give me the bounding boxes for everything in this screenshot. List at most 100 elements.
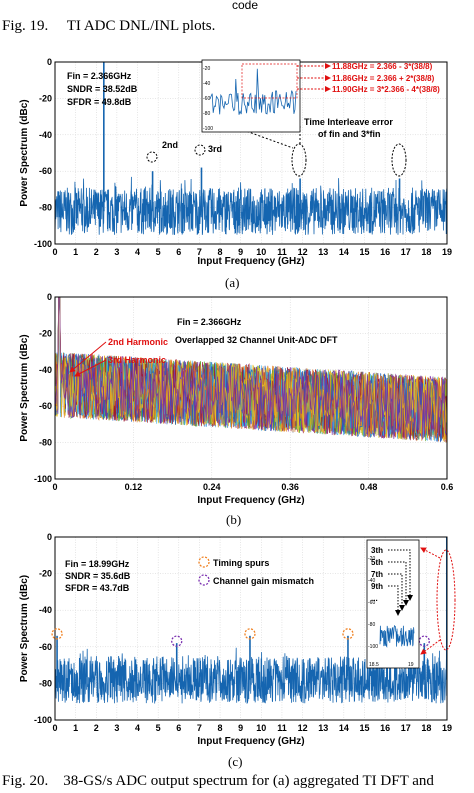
plot-frame [54, 296, 448, 480]
c-legend-timing-marker [198, 556, 210, 568]
ytick-label: -60 [39, 642, 52, 652]
timing-spur-marker [244, 628, 256, 640]
xtick-label: 8 [218, 247, 223, 257]
ytick-label: 0 [47, 532, 52, 542]
xtick-label: 0.48 [360, 482, 378, 492]
svg-text:19: 19 [408, 662, 414, 668]
ytick-label: -60 [39, 401, 52, 411]
channel-trace [55, 297, 447, 443]
b-fin: Fin = 2.366GHz [177, 317, 242, 327]
a-stat-fin: Fin = 2.366GHz [67, 71, 132, 81]
c-legend-gain: Channel gain mismatch [213, 576, 314, 586]
c-inset-label-9: 9th [371, 582, 383, 591]
c-inset-label-dots: ... [371, 594, 378, 603]
a-inset-trace [209, 68, 297, 115]
xtick-label: 15 [359, 723, 369, 733]
xtick-label: 0.6 [441, 482, 454, 492]
ytick-label: 0 [47, 292, 52, 302]
xtick-label: 11 [277, 723, 287, 733]
x-axis-label: Input Frequency (GHz) [197, 736, 304, 747]
a-eq3: 11.90GHz = 3*2.366 - 4*(38/8) [332, 85, 440, 94]
svg-text:-40: -40 [203, 81, 210, 87]
svg-text:18.5: 18.5 [369, 662, 379, 668]
xtick-label: 2 [94, 247, 99, 257]
xtick-label: 7 [197, 723, 202, 733]
fig19-caption: Fig. 19. TI ADC DNL/INL plots. [2, 18, 216, 34]
timing-spur-marker [342, 628, 354, 640]
ytick-label: -80 [39, 203, 52, 213]
a-eq2: 11.86GHz = 2.366 + 2*(38/8) [332, 74, 435, 83]
panel-b-sublabel: (b) [226, 512, 242, 527]
svg-text:-40: -40 [368, 578, 375, 584]
ytick-label: -40 [39, 130, 52, 140]
a-stat-sfdr: SFDR = 49.8dB [67, 97, 132, 107]
xtick-label: 4 [135, 723, 140, 733]
xtick-label: 18 [421, 723, 431, 733]
c-legend-timing: Timing spurs [213, 558, 269, 568]
xtick-label: 0.12 [125, 482, 143, 492]
xtick-label: 0.36 [281, 482, 299, 492]
c-inset-trace [379, 625, 415, 648]
svg-text:-80: -80 [203, 111, 210, 117]
ytick-label: -80 [39, 438, 52, 448]
xtick-label: 5 [156, 723, 161, 733]
ytick-label: -100 [34, 474, 52, 484]
xtick-label: 14 [339, 247, 349, 257]
c-stat-fin: Fin = 18.99GHz [65, 559, 130, 569]
c-inset-label-3: 3th [371, 546, 383, 555]
a-harm2-label: 2nd [162, 140, 178, 150]
a-ti-error-marker-2 [391, 143, 407, 177]
ytick-label: -100 [34, 715, 52, 725]
x-axis-label: Input Frequency (GHz) [197, 495, 304, 506]
ytick-label: -20 [39, 569, 52, 579]
a-harm2-marker [146, 151, 158, 163]
ytick-label: -100 [34, 239, 52, 249]
panel-c-sublabel: (c) [228, 754, 243, 769]
svg-text:-20: -20 [203, 66, 210, 72]
plot-frame [54, 536, 448, 721]
xtick-label: 8 [218, 723, 223, 733]
spectrum-trace [55, 176, 447, 235]
xtick-label: 11 [277, 247, 287, 257]
xtick-label: 15 [359, 247, 369, 257]
c-stat-sfdr: SFDR = 43.7dB [65, 583, 130, 593]
y-axis-label: Power Spectrum (dBc) [19, 334, 30, 441]
svg-text:-100: -100 [203, 126, 213, 132]
xtick-label: 17 [401, 723, 411, 733]
xtick-label: 6 [176, 247, 181, 257]
ytick-label: -40 [39, 605, 52, 615]
xtick-label: 12 [298, 723, 308, 733]
panel-a-annotations: Fin = 2.366GHz SNDR = 38.52dB SFDR = 49.… [67, 59, 440, 177]
a-ti-error-marker-1 [291, 143, 307, 177]
xtick-label: 9 [238, 723, 243, 733]
xtick-label: 0 [52, 723, 57, 733]
c-inset-label-5: 5th [371, 558, 383, 567]
xtick-label: 5 [156, 247, 161, 257]
ytick-label: -80 [39, 678, 52, 688]
xtick-label: 10 [256, 723, 266, 733]
xtick-label: 1 [73, 247, 78, 257]
c-legend-gain-marker [198, 574, 210, 586]
x-axis-label: Input Frequency (GHz) [197, 256, 304, 267]
xtick-label: 7 [197, 247, 202, 257]
a-ti-error-line2: of fin and 3*fin [318, 129, 381, 139]
a-harm3-marker [194, 144, 206, 156]
ytick-label: 0 [47, 57, 52, 67]
svg-text:-60: -60 [368, 600, 375, 606]
xtick-label: 13 [318, 723, 328, 733]
xtick-label: 3 [114, 723, 119, 733]
a-ti-error-line1: Time Interleave error [304, 117, 393, 127]
c-stat-sndr: SNDR = 35.6dB [65, 571, 131, 581]
panel-c-annotations: Fin = 18.99GHz SNDR = 35.6dB SFDR = 43.7… [51, 539, 456, 669]
xtick-label: 6 [176, 723, 181, 733]
fig20-caption: Fig. 20. 38-GS/s ADC output spectrum for… [2, 773, 434, 789]
ytick-label: -60 [39, 166, 52, 176]
xtick-label: 19 [442, 247, 452, 257]
spectrum-series [55, 62, 447, 235]
svg-text:-20: -20 [368, 556, 375, 562]
xtick-label: 1 [73, 723, 78, 733]
ytick-label: -40 [39, 365, 52, 375]
xtick-label: 13 [318, 247, 328, 257]
